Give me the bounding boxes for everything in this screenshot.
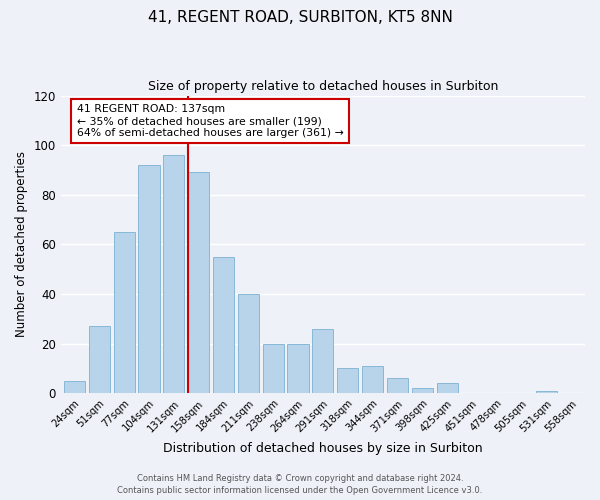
Bar xyxy=(113,232,135,393)
Bar xyxy=(337,368,358,393)
Bar xyxy=(313,328,334,393)
Bar xyxy=(188,172,209,393)
Text: Contains HM Land Registry data © Crown copyright and database right 2024.
Contai: Contains HM Land Registry data © Crown c… xyxy=(118,474,482,495)
Text: 41, REGENT ROAD, SURBITON, KT5 8NN: 41, REGENT ROAD, SURBITON, KT5 8NN xyxy=(148,10,452,25)
Text: 41 REGENT ROAD: 137sqm
← 35% of detached houses are smaller (199)
64% of semi-de: 41 REGENT ROAD: 137sqm ← 35% of detached… xyxy=(77,104,343,138)
Bar xyxy=(536,390,557,393)
Bar xyxy=(64,381,85,393)
Bar xyxy=(213,257,234,393)
Title: Size of property relative to detached houses in Surbiton: Size of property relative to detached ho… xyxy=(148,80,498,93)
Bar xyxy=(412,388,433,393)
X-axis label: Distribution of detached houses by size in Surbiton: Distribution of detached houses by size … xyxy=(163,442,483,455)
Bar xyxy=(163,155,184,393)
Bar xyxy=(437,384,458,393)
Bar xyxy=(362,366,383,393)
Bar xyxy=(89,326,110,393)
Bar xyxy=(139,165,160,393)
Bar xyxy=(263,344,284,393)
Bar xyxy=(287,344,308,393)
Y-axis label: Number of detached properties: Number of detached properties xyxy=(15,152,28,338)
Bar xyxy=(387,378,408,393)
Bar xyxy=(238,294,259,393)
